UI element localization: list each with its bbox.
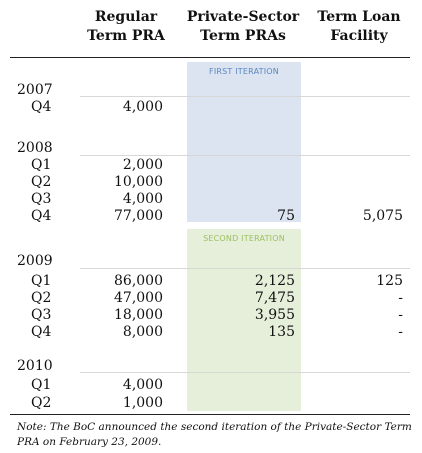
quarter-label: Q3 <box>31 191 52 207</box>
private-sector-value: 135 <box>268 324 295 340</box>
year-label: 2007 <box>17 82 53 98</box>
table-footnote: Note: The BoC announced the second itera… <box>17 421 412 448</box>
header-line: Term PRAs <box>200 28 286 44</box>
quarter-label: Q2 <box>31 395 52 411</box>
quarter-label: Q4 <box>31 99 52 115</box>
term-loan-value: 125 <box>376 273 403 289</box>
table-row: Q4 8,000 135 - <box>0 323 422 341</box>
regular-term-pra-value: 8,000 <box>122 324 163 340</box>
year-separator <box>80 372 410 373</box>
table-row: Q1 2,000 <box>0 156 422 174</box>
year-label: 2008 <box>17 140 53 156</box>
table-row: Q3 18,000 3,955 - <box>0 306 422 324</box>
regular-term-pra-value: 18,000 <box>114 307 163 323</box>
regular-term-pra-value: 4,000 <box>122 191 163 207</box>
first-iteration-label: FIRST ITERATION <box>209 67 279 76</box>
table-row: Q2 1,000 <box>0 394 422 412</box>
header-line: Facility <box>330 28 388 44</box>
private-sector-value: 7,475 <box>254 290 295 306</box>
year-separator <box>80 268 410 269</box>
table-row-year: 2007 <box>0 81 422 99</box>
quarter-label: Q1 <box>31 273 52 289</box>
header-line: Term PRA <box>87 28 165 44</box>
table-row-year: 2010 <box>0 357 422 375</box>
table-row-year: 2008 <box>0 139 422 157</box>
regular-term-pra-value: 86,000 <box>114 273 163 289</box>
quarter-label: Q3 <box>31 307 52 323</box>
regular-term-pra-value: 4,000 <box>122 99 163 115</box>
table-row: Q4 77,000 75 5,075 <box>0 207 422 225</box>
regular-term-pra-value: 4,000 <box>122 377 163 393</box>
table-row: Q4 4,000 <box>0 98 422 116</box>
table-row: Q1 4,000 <box>0 376 422 394</box>
table-row: Q2 47,000 7,475 - <box>0 289 422 307</box>
term-loan-value: 5,075 <box>362 208 403 224</box>
quarter-label: Q4 <box>31 208 52 224</box>
column-header-private-sector-term-pras: Private-Sector Term PRAs <box>180 8 306 46</box>
quarter-label: Q2 <box>31 290 52 306</box>
private-sector-value: 75 <box>277 208 295 224</box>
table-row: Q2 10,000 <box>0 173 422 191</box>
header-line: Regular <box>94 9 158 25</box>
quarter-label: Q2 <box>31 174 52 190</box>
quarter-label: Q1 <box>31 157 52 173</box>
header-line: Private-Sector <box>186 9 300 25</box>
table-row: Q3 4,000 <box>0 190 422 208</box>
year-label: 2009 <box>17 253 53 269</box>
table-bottom-rule <box>10 414 410 415</box>
column-header-regular-term-pra: Regular Term PRA <box>78 8 174 46</box>
regular-term-pra-value: 1,000 <box>122 395 163 411</box>
term-loan-value: - <box>398 307 403 323</box>
header-line: Term Loan <box>317 9 401 25</box>
second-iteration-panel: SECOND ITERATION <box>187 229 301 411</box>
regular-term-pra-value: 47,000 <box>114 290 163 306</box>
quarter-label: Q4 <box>31 324 52 340</box>
column-header-term-loan-facility: Term Loan Facility <box>316 8 402 46</box>
year-separator <box>80 96 410 97</box>
table-top-rule <box>10 57 410 58</box>
quarter-label: Q1 <box>31 377 52 393</box>
regular-term-pra-value: 77,000 <box>114 208 163 224</box>
table-row: Q1 86,000 2,125 125 <box>0 272 422 290</box>
year-label: 2010 <box>17 358 53 374</box>
second-iteration-label: SECOND ITERATION <box>203 234 285 243</box>
regular-term-pra-value: 2,000 <box>122 157 163 173</box>
year-separator <box>80 155 410 156</box>
first-iteration-panel: FIRST ITERATION <box>187 62 301 222</box>
table-row-year: 2009 <box>0 252 422 270</box>
private-sector-value: 2,125 <box>254 273 295 289</box>
private-sector-value: 3,955 <box>254 307 295 323</box>
term-loan-value: - <box>398 290 403 306</box>
regular-term-pra-value: 10,000 <box>114 174 163 190</box>
term-loan-value: - <box>398 324 403 340</box>
